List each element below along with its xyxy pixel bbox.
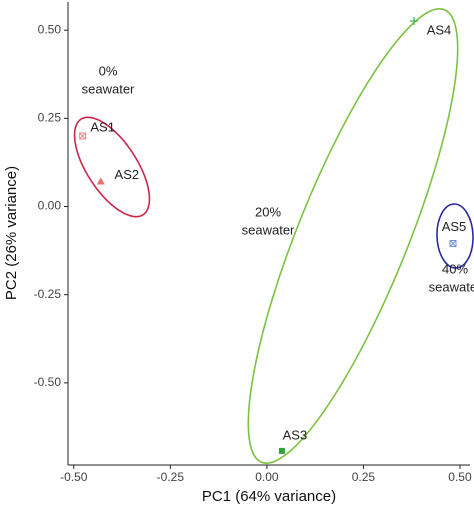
group-ellipse	[247, 8, 459, 464]
point	[278, 447, 285, 454]
point	[79, 132, 87, 140]
group-label: seawater	[82, 81, 135, 96]
group-ellipse	[436, 203, 474, 269]
group-label: seawater	[429, 279, 474, 294]
x-axis-label: PC1 (64% variance)	[202, 488, 336, 505]
point	[410, 17, 419, 26]
x-tick-label: -0.25	[157, 470, 185, 484]
group-label: 0%	[99, 63, 118, 78]
y-tick-label: -0.50	[34, 375, 62, 389]
point	[449, 240, 457, 248]
point-label: AS5	[442, 219, 467, 234]
point	[96, 177, 105, 185]
x-tick-label: 0.25	[352, 470, 376, 484]
y-axis-label: PC2 (26% variance)	[3, 166, 20, 300]
group-label: 20%	[255, 204, 281, 219]
point-label: AS3	[283, 427, 308, 442]
x-tick-label: 0.00	[255, 470, 279, 484]
x-tick-label: -0.50	[60, 470, 88, 484]
group-label: seawater	[242, 222, 295, 237]
y-tick-label: 0.00	[38, 199, 62, 213]
point-label: AS1	[90, 119, 115, 134]
y-tick-label: 0.25	[38, 111, 62, 125]
x-tick-label: 0.50	[448, 470, 472, 484]
group-ellipse	[73, 116, 151, 218]
group-label: 40%	[442, 261, 468, 276]
point-label: AS2	[115, 167, 140, 182]
y-tick-label: 0.50	[38, 22, 62, 36]
point-label: AS4	[427, 22, 452, 37]
y-tick-label: -0.25	[34, 287, 62, 301]
